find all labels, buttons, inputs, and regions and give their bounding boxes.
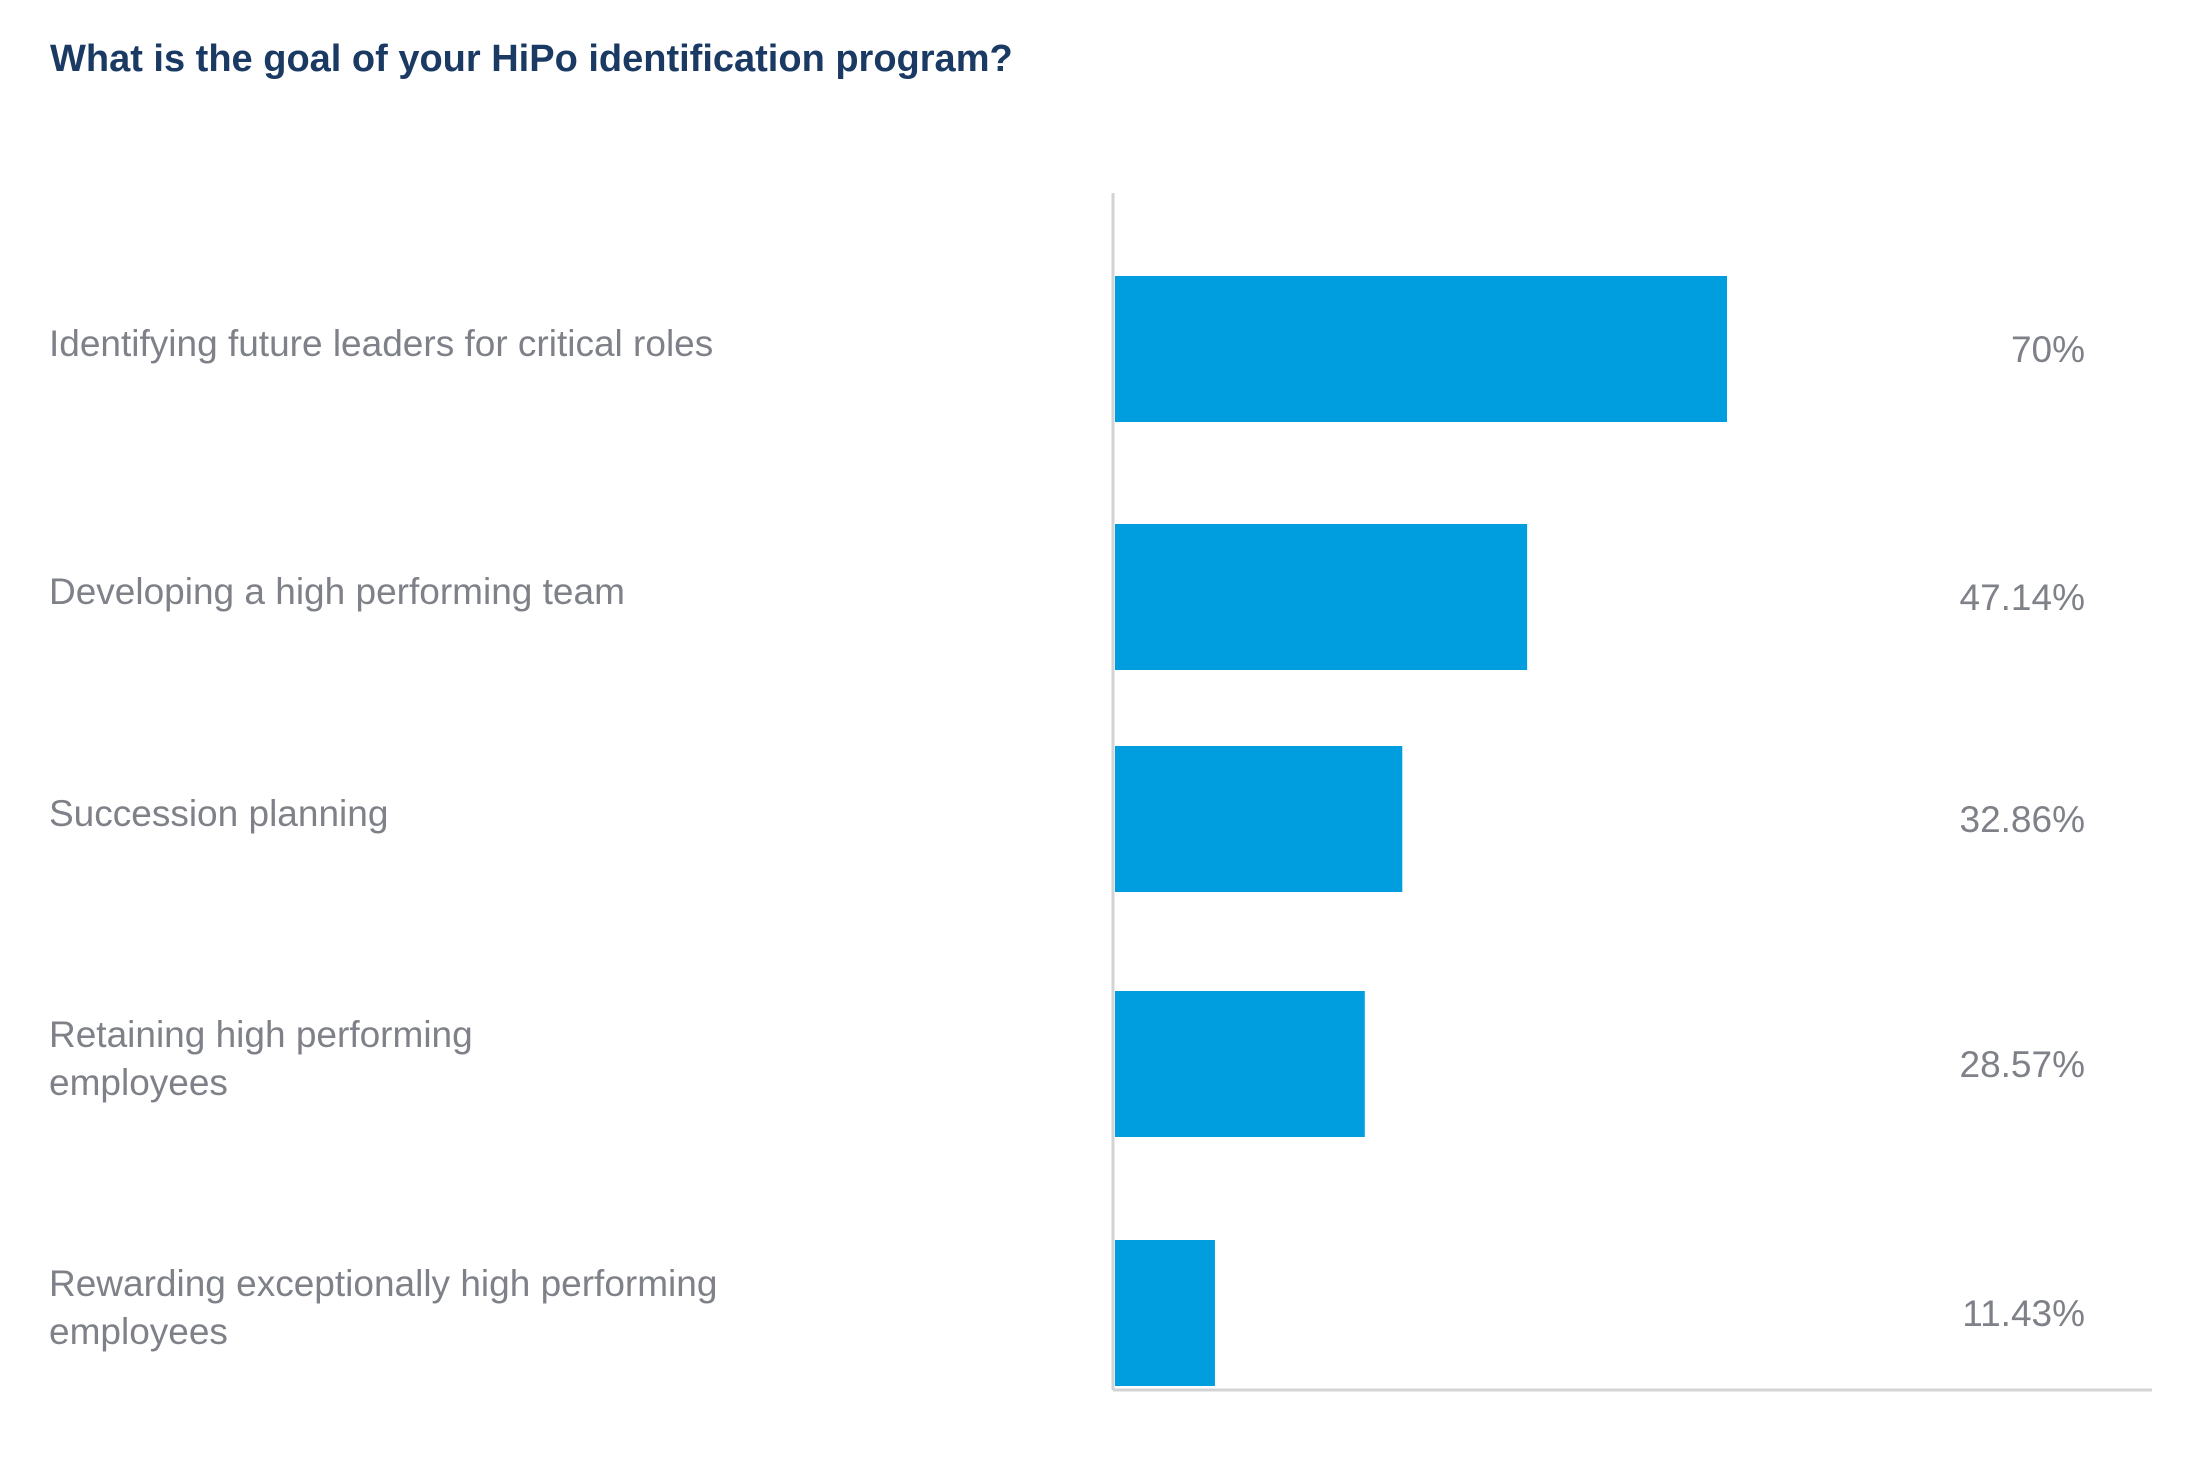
value-labels-layer: 70% 47.14% 32.86% 28.57% 11.43%	[1960, 329, 2086, 1334]
category-label-3: Succession planning	[49, 793, 388, 834]
category-label-4: Retaining high performing employees	[49, 1014, 473, 1103]
bar-4	[1115, 991, 1365, 1137]
value-label-2: 47.14%	[1960, 577, 2086, 618]
value-label-5: 11.43%	[1962, 1293, 2085, 1334]
bar-3	[1115, 746, 1403, 892]
value-label-4: 28.57%	[1960, 1044, 2086, 1085]
chart-title: What is the goal of your HiPo identifica…	[50, 38, 1013, 80]
bar-2	[1115, 524, 1528, 670]
category-label-1: Identifying future leaders for critical …	[49, 323, 713, 364]
category-label-5: Rewarding exceptionally high performing e…	[49, 1263, 717, 1352]
category-labels-layer: Identifying future leaders for critical …	[49, 323, 717, 1352]
bar-1	[1115, 276, 1727, 422]
bar-5	[1115, 1240, 1215, 1386]
bars-layer	[1115, 276, 1727, 1386]
category-label-2: Developing a high performing team	[49, 571, 625, 612]
value-label-1: 70%	[2011, 329, 2085, 370]
value-label-3: 32.86%	[1960, 799, 2086, 840]
